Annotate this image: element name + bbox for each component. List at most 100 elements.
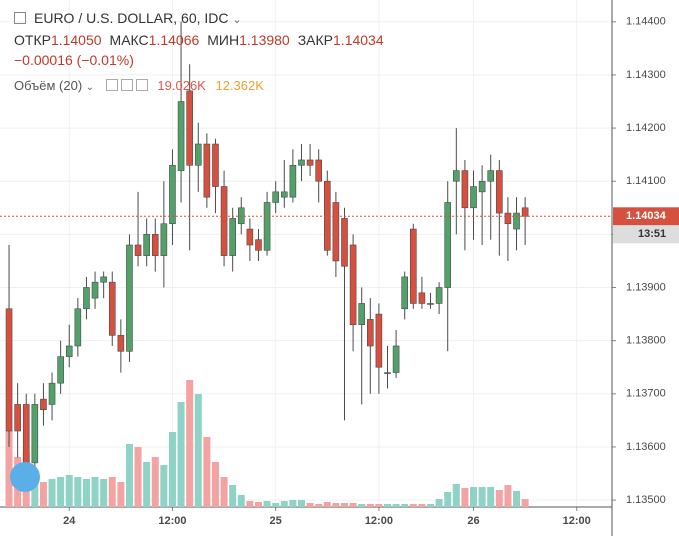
volume-bar <box>168 432 176 507</box>
volume-bar <box>91 477 99 507</box>
candle-body <box>126 244 133 352</box>
volume-bar <box>211 462 219 507</box>
candle-body <box>203 143 211 198</box>
candle-body <box>289 164 297 198</box>
y-tick-label: 1.14100 <box>626 175 666 187</box>
countdown-label: 13:51 <box>638 228 666 240</box>
candle-body <box>169 164 176 225</box>
candle-body <box>100 276 107 283</box>
volume-bar <box>409 504 417 507</box>
candle-body <box>341 218 348 267</box>
volume-bar <box>289 500 297 507</box>
x-tick-label: 26 <box>467 515 479 527</box>
y-tick-label: 1.14200 <box>626 122 666 134</box>
volume-bar <box>82 479 90 507</box>
volume-bar <box>151 457 159 507</box>
volume-bar <box>340 503 348 507</box>
volume-bar <box>513 491 521 507</box>
volume-bar <box>418 504 426 507</box>
volume-bar <box>358 504 366 507</box>
y-tick-label: 1.13500 <box>626 494 666 506</box>
volume-bar <box>427 504 435 507</box>
volume-bar <box>57 477 65 507</box>
x-tick-label: 24 <box>63 515 76 527</box>
candle-body <box>91 281 99 299</box>
candle-body <box>263 202 271 251</box>
candle-body <box>255 239 262 251</box>
candle-body <box>427 303 434 305</box>
candle-body <box>108 281 116 336</box>
candle-body <box>22 404 30 464</box>
volume-bar <box>39 482 47 507</box>
countdown-tag <box>613 225 679 244</box>
x-tick-label: 25 <box>270 515 282 527</box>
ohlc-value: 1.14050 <box>50 32 102 48</box>
close-icon[interactable] <box>135 79 148 91</box>
logo[interactable] <box>10 462 40 492</box>
collapse-icon[interactable] <box>14 12 26 24</box>
candle-body <box>143 234 150 256</box>
candle-body <box>212 143 219 187</box>
volume-bar <box>143 462 151 507</box>
volume-bar <box>435 499 443 507</box>
volume-bar <box>375 504 383 507</box>
y-tick-label: 1.13800 <box>626 335 666 347</box>
volume-bar <box>272 503 280 507</box>
candle-body <box>57 356 64 384</box>
volume-bar <box>280 501 288 507</box>
volume-bar <box>246 501 254 507</box>
candle-body <box>392 345 400 373</box>
volume-bar <box>504 485 512 507</box>
candle-body <box>14 404 21 432</box>
candle-body <box>83 287 90 310</box>
ohlc-label: ЗАКР <box>297 32 334 48</box>
volume-bar <box>323 502 331 507</box>
x-tick-label: 12:00 <box>563 515 591 527</box>
volume-bar <box>254 502 262 507</box>
y-tick-label: 1.14300 <box>626 69 666 81</box>
x-tick-label: 12:00 <box>365 515 393 527</box>
last-price-label: 1.14034 <box>626 210 667 222</box>
volume-bar <box>134 447 142 507</box>
volume-bar <box>392 504 400 507</box>
volume-bar <box>229 485 237 507</box>
volume-bar <box>108 477 116 507</box>
candle-body <box>349 244 357 326</box>
candle-body <box>444 202 452 288</box>
volume-bar <box>478 487 486 507</box>
chevron[interactable]: ⌄ <box>232 14 242 26</box>
candle-body <box>332 202 340 262</box>
candle-body <box>160 223 168 256</box>
ohlc-label: МИН <box>207 32 240 48</box>
ohlc-label: МАКС <box>109 32 149 48</box>
volume-bar <box>100 479 108 507</box>
candle-body <box>237 207 245 225</box>
volume-bar <box>160 465 168 507</box>
title-row: EURO / U.S. DOLLAR, 60, IDC ⌄ <box>14 10 242 26</box>
candle-body <box>504 212 512 225</box>
volume-bar <box>194 394 202 507</box>
volume-bar <box>117 482 125 507</box>
volume-bar <box>5 430 13 507</box>
chevron[interactable]: ⌄ <box>85 82 95 93</box>
volume-value: 19.026K <box>157 78 206 93</box>
candle-body <box>401 276 409 310</box>
candle-body <box>496 170 503 214</box>
candle-body <box>418 292 426 304</box>
candle-body <box>117 335 125 352</box>
volume-bar <box>125 444 133 507</box>
candle-body <box>177 101 185 171</box>
volume-name: Объём (20) <box>14 78 83 93</box>
volume-bar <box>220 477 228 507</box>
volume-legend: Объём (20) ⌄ 19.026K 12.362K <box>14 78 264 93</box>
candle-body <box>366 319 374 347</box>
candle-body <box>461 170 469 209</box>
chart-title: EURO / U.S. DOLLAR, 60, IDC <box>34 10 229 26</box>
volume-bar <box>65 475 73 507</box>
volume-bar <box>349 503 357 507</box>
x-tick-label: 12:00 <box>158 515 186 527</box>
eye-icon[interactable] <box>105 79 118 91</box>
volume-bar <box>383 504 391 507</box>
settings-icon[interactable] <box>120 79 133 91</box>
